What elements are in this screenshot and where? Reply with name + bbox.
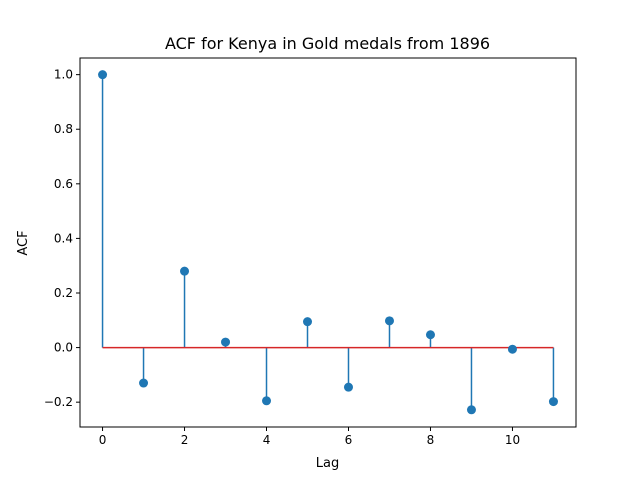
x-tick-label: 2	[181, 433, 189, 447]
x-tick-label: 0	[99, 433, 107, 447]
stem-marker	[466, 405, 476, 415]
y-tick-label: 0.0	[54, 341, 73, 355]
x-tick-label: 4	[263, 433, 271, 447]
stem-marker	[507, 344, 517, 354]
stem-marker	[425, 330, 435, 340]
stem-marker	[548, 397, 558, 407]
chart-title: ACF for Kenya in Gold medals from 1896	[165, 34, 490, 53]
x-axis-label: Lag	[316, 456, 339, 471]
stem-marker	[384, 316, 394, 326]
x-tick-label: 6	[345, 433, 353, 447]
stem-marker	[180, 266, 190, 276]
y-tick-label: 0.6	[54, 177, 73, 191]
y-axis-label: ACF	[16, 230, 31, 255]
stem-marker	[262, 396, 272, 406]
stem-marker	[98, 70, 108, 80]
plot-area	[98, 70, 558, 415]
stem-marker	[303, 317, 313, 327]
y-tick-label: 1.0	[54, 68, 73, 82]
y-tick-label: 0.8	[54, 122, 73, 136]
x-tick-label: 10	[505, 433, 520, 447]
axes-border	[79, 57, 577, 428]
stem-marker	[343, 382, 353, 392]
stem-marker	[221, 337, 231, 347]
y-tick-label: 0.4	[54, 231, 73, 245]
x-tick-label: 8	[427, 433, 435, 447]
stem-marker	[139, 378, 149, 388]
y-tick-label: 0.2	[54, 286, 73, 300]
y-tick-label: −0.2	[44, 395, 73, 409]
axes-frame: 0 2 4 6 8 10 −0.2 0.0 0.2 0.4 0.6 0.8 1.0	[44, 57, 577, 447]
